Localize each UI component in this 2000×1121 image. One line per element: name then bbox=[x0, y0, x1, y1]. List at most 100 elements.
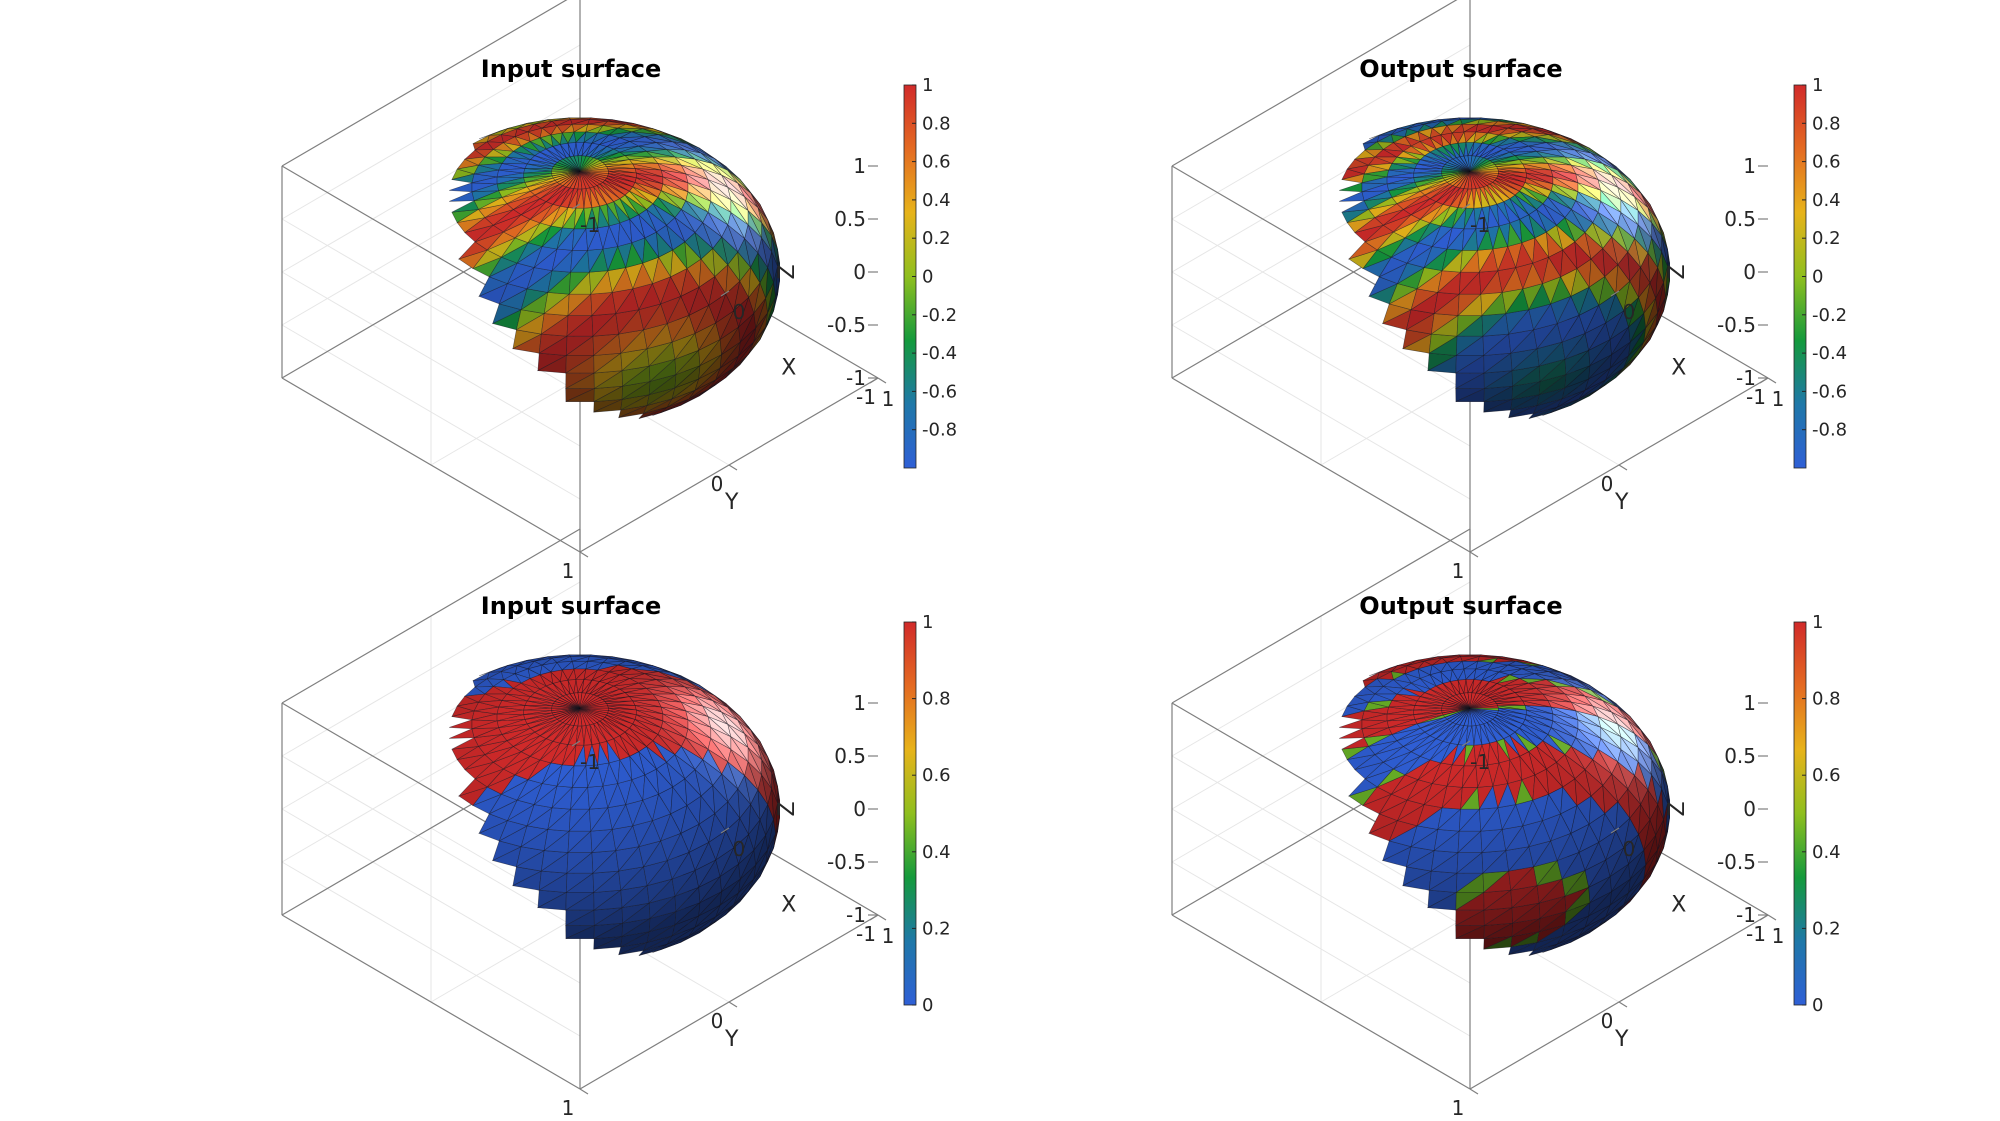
colorbar-tick-label: 1 bbox=[1812, 75, 1823, 96]
grid-line bbox=[1171, 755, 1471, 931]
colorbar-tick-label: 1 bbox=[1812, 612, 1823, 633]
z-axis-label: Z bbox=[775, 264, 800, 279]
x-tick-label: -1 bbox=[1470, 750, 1490, 774]
surface-facet bbox=[1444, 171, 1471, 181]
axis-box-edge bbox=[1171, 914, 1471, 1090]
colorbar-tick-label: -0.2 bbox=[922, 305, 957, 326]
axis-box-edge bbox=[281, 528, 581, 704]
colorbar-tick-label: 0 bbox=[922, 995, 933, 1016]
y-axis-label: Y bbox=[1614, 1027, 1629, 1052]
surface-facet bbox=[1456, 694, 1471, 709]
grid-line bbox=[1171, 581, 1471, 757]
grid-line bbox=[281, 861, 581, 1037]
y-tick-mark bbox=[1767, 377, 1777, 384]
surface-facet bbox=[562, 708, 581, 723]
y-tick-label: 1 bbox=[562, 1096, 575, 1120]
axis-box-edge bbox=[1171, 377, 1471, 553]
surface-facet bbox=[1634, 196, 1652, 223]
z-tick-label: -1 bbox=[846, 366, 866, 390]
surface-facet bbox=[573, 155, 581, 172]
x-tick-label: 1 bbox=[1772, 924, 1785, 948]
colorbar-tick-label: 0.8 bbox=[1812, 689, 1841, 710]
y-axis-label: Y bbox=[724, 1027, 739, 1052]
y-tick-label: -1 bbox=[1746, 385, 1766, 409]
colorbar-tick-label: 0.4 bbox=[1812, 190, 1841, 211]
surface-facet bbox=[553, 166, 581, 172]
sphere-surface bbox=[1339, 654, 1671, 956]
surface-facet bbox=[552, 171, 581, 177]
surface-facet bbox=[449, 182, 473, 193]
surface-facet bbox=[562, 695, 581, 709]
surface-facet bbox=[557, 162, 581, 172]
surface-facet bbox=[449, 728, 475, 739]
grid-line bbox=[281, 44, 581, 220]
x-tick-label: 0 bbox=[1623, 837, 1636, 861]
surface-facet bbox=[553, 703, 581, 709]
surface-facet bbox=[1449, 708, 1471, 722]
y-tick-label: 1 bbox=[562, 559, 575, 583]
colorbar-tick-label: 0 bbox=[1812, 267, 1823, 288]
surface-facet bbox=[1449, 171, 1471, 185]
sphere-surface bbox=[1339, 117, 1671, 419]
y-tick-label: 0 bbox=[1601, 472, 1614, 496]
surface-facet bbox=[1459, 693, 1471, 709]
y-tick-label: 1 bbox=[1452, 1096, 1465, 1120]
surface-facet bbox=[1443, 708, 1471, 716]
surface-facet bbox=[557, 171, 581, 183]
grid-line bbox=[1171, 271, 1471, 447]
surface-facet bbox=[1441, 171, 1471, 174]
x-tick-label: 1 bbox=[1772, 387, 1785, 411]
y-tick-label: 0 bbox=[711, 1009, 724, 1033]
x-tick-mark bbox=[869, 914, 879, 921]
colorbar-tick-label: -0.2 bbox=[1812, 305, 1847, 326]
surface-facet bbox=[1339, 728, 1365, 739]
chart-title: Input surface bbox=[481, 55, 661, 83]
axis-box-edge bbox=[1171, 0, 1458, 167]
surface-facet bbox=[566, 157, 581, 172]
y-tick-mark bbox=[728, 1001, 738, 1008]
colorbar-tick-label: 0.2 bbox=[1812, 918, 1841, 939]
x-tick-label: -1 bbox=[1470, 213, 1490, 237]
z-tick-label: 0 bbox=[853, 260, 866, 284]
grid-line bbox=[281, 324, 581, 500]
colorbar-tick-label: 0.6 bbox=[922, 765, 951, 786]
surface-facet bbox=[552, 168, 581, 172]
surface-facet bbox=[554, 701, 581, 709]
colorbar-tick-label: 0 bbox=[1812, 995, 1823, 1016]
x-tick-mark bbox=[1461, 740, 1471, 747]
surface-facet bbox=[566, 171, 581, 188]
surface-facet bbox=[1452, 708, 1471, 723]
z-axis-label: Z bbox=[1665, 801, 1690, 816]
x-tick-label: 0 bbox=[733, 300, 746, 324]
surface-facet bbox=[559, 708, 581, 722]
surface-facet bbox=[1463, 708, 1471, 726]
surface-facet bbox=[551, 708, 581, 711]
surface-facet bbox=[553, 708, 581, 716]
z-tick-label: -0.5 bbox=[1717, 313, 1756, 337]
surface-facet bbox=[730, 199, 749, 226]
surface-facet bbox=[569, 171, 581, 189]
surface-facet bbox=[569, 156, 581, 172]
colorbar-tick-label: 1 bbox=[922, 75, 933, 96]
surface-facet bbox=[1444, 708, 1471, 718]
z-tick-label: -0.5 bbox=[827, 313, 866, 337]
surface-facet bbox=[562, 158, 581, 172]
z-axis-label: Z bbox=[1665, 264, 1690, 279]
x-tick-mark bbox=[1759, 914, 1769, 921]
z-axis-label: Z bbox=[775, 801, 800, 816]
surface-facet bbox=[1459, 171, 1471, 189]
surface-facet bbox=[566, 694, 581, 709]
y-tick-label: 0 bbox=[1601, 1009, 1614, 1033]
surface-facet bbox=[1443, 171, 1471, 179]
colorbar-tick-label: -0.4 bbox=[1812, 343, 1847, 364]
x-axis-label: X bbox=[1671, 892, 1686, 917]
x-tick-mark bbox=[720, 827, 730, 834]
surface-facet bbox=[554, 708, 581, 718]
grid-line bbox=[1171, 861, 1471, 1037]
x-tick-mark bbox=[869, 377, 879, 384]
z-tick-label: 1 bbox=[1743, 154, 1756, 178]
surface-facet bbox=[1456, 157, 1471, 172]
chart-panel-input-bottom: -1 0 1 -1 0 1 -1 -0.5 0 0.5 1 X Y Z Input surface 0 0.2 0… bbox=[0, 528, 1000, 1120]
